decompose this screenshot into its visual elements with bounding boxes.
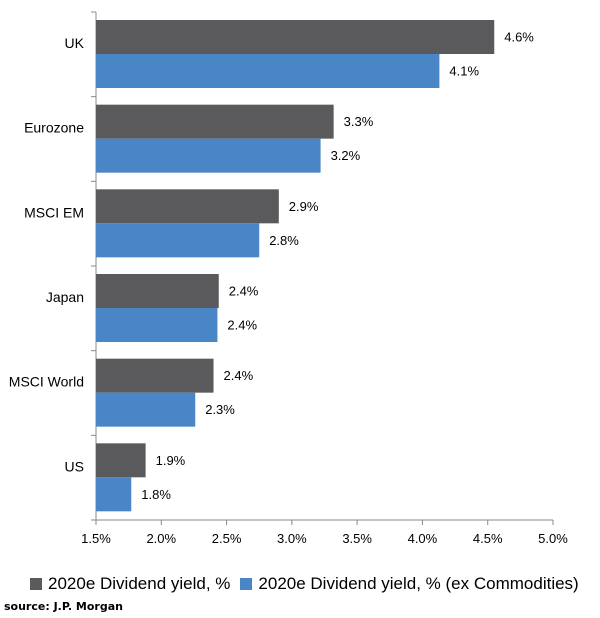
x-tick-label: 2.5% [212,531,242,546]
bar-eurozone-series-2 [96,138,321,173]
bar-msci-em-series-1 [96,189,279,224]
source-note: source: J.P. Morgan [4,600,123,613]
bar-uk-series-1 [96,20,495,54]
category-label-msci-em: MSCI EM [24,204,84,220]
data-label-us-series-1: 1.9% [156,453,186,468]
bar-msci-em-series-2 [96,223,260,258]
bar-japan-series-2 [96,308,218,342]
data-label-uk-series-2: 4.1% [449,63,479,78]
category-label-eurozone: Eurozone [24,120,84,136]
data-label-eurozone-series-2: 3.2% [331,148,361,163]
category-label-us: US [65,458,84,474]
bar-japan-series-1 [96,274,219,308]
x-tick-label: 2.0% [146,531,176,546]
legend-label-dividend-yield-ex-commodities: 2020e Dividend yield, % (ex Commodities) [258,574,579,593]
bar-us-series-1 [96,443,146,478]
data-label-msci-em-series-1: 2.9% [289,199,319,214]
legend-item-dividend-yield-ex-commodities: 2020e Dividend yield, % (ex Commodities) [240,574,579,594]
x-tick-label: 3.5% [342,531,372,546]
bar-msci-world-series-1 [96,358,214,393]
x-tick-label: 4.0% [408,531,438,546]
data-label-msci-em-series-2: 2.8% [269,233,299,248]
legend-swatch-dividend-yield [30,578,42,590]
legend-label-dividend-yield: 2020e Dividend yield, % [48,574,231,593]
data-label-japan-series-2: 2.4% [227,317,257,332]
bar-us-series-2 [96,477,132,512]
legend-item-dividend-yield: 2020e Dividend yield, % [30,574,230,594]
category-label-japan: Japan [46,289,84,305]
legend-swatch-dividend-yield-ex-commodities [240,578,253,590]
x-tick-label: 1.5% [81,531,111,546]
category-label-uk: UK [65,35,85,51]
data-label-msci-world-series-1: 2.4% [224,368,254,383]
data-label-us-series-2: 1.8% [141,487,171,502]
x-tick-label: 4.5% [473,531,503,546]
bar-msci-world-series-2 [96,392,196,427]
category-label-msci-world: MSCI World [9,374,84,390]
data-label-uk-series-1: 4.6% [504,29,534,44]
data-label-msci-world-series-2: 2.3% [205,402,235,417]
dividend-yield-chart: 1.5% 2.0% 2.5% 3.0% 3.5% 4.0% 4.5% 5.0% UK 4.6% 4… [9,11,568,546]
legend: 2020e Dividend yield, % 2020e Dividend y… [30,574,589,594]
x-tick-label: 3.0% [277,531,307,546]
bar-uk-series-2 [96,54,440,88]
x-tick-label: 5.0% [538,531,568,546]
data-label-japan-series-1: 2.4% [229,283,259,298]
data-label-eurozone-series-1: 3.3% [344,114,374,129]
bar-eurozone-series-1 [96,104,334,139]
